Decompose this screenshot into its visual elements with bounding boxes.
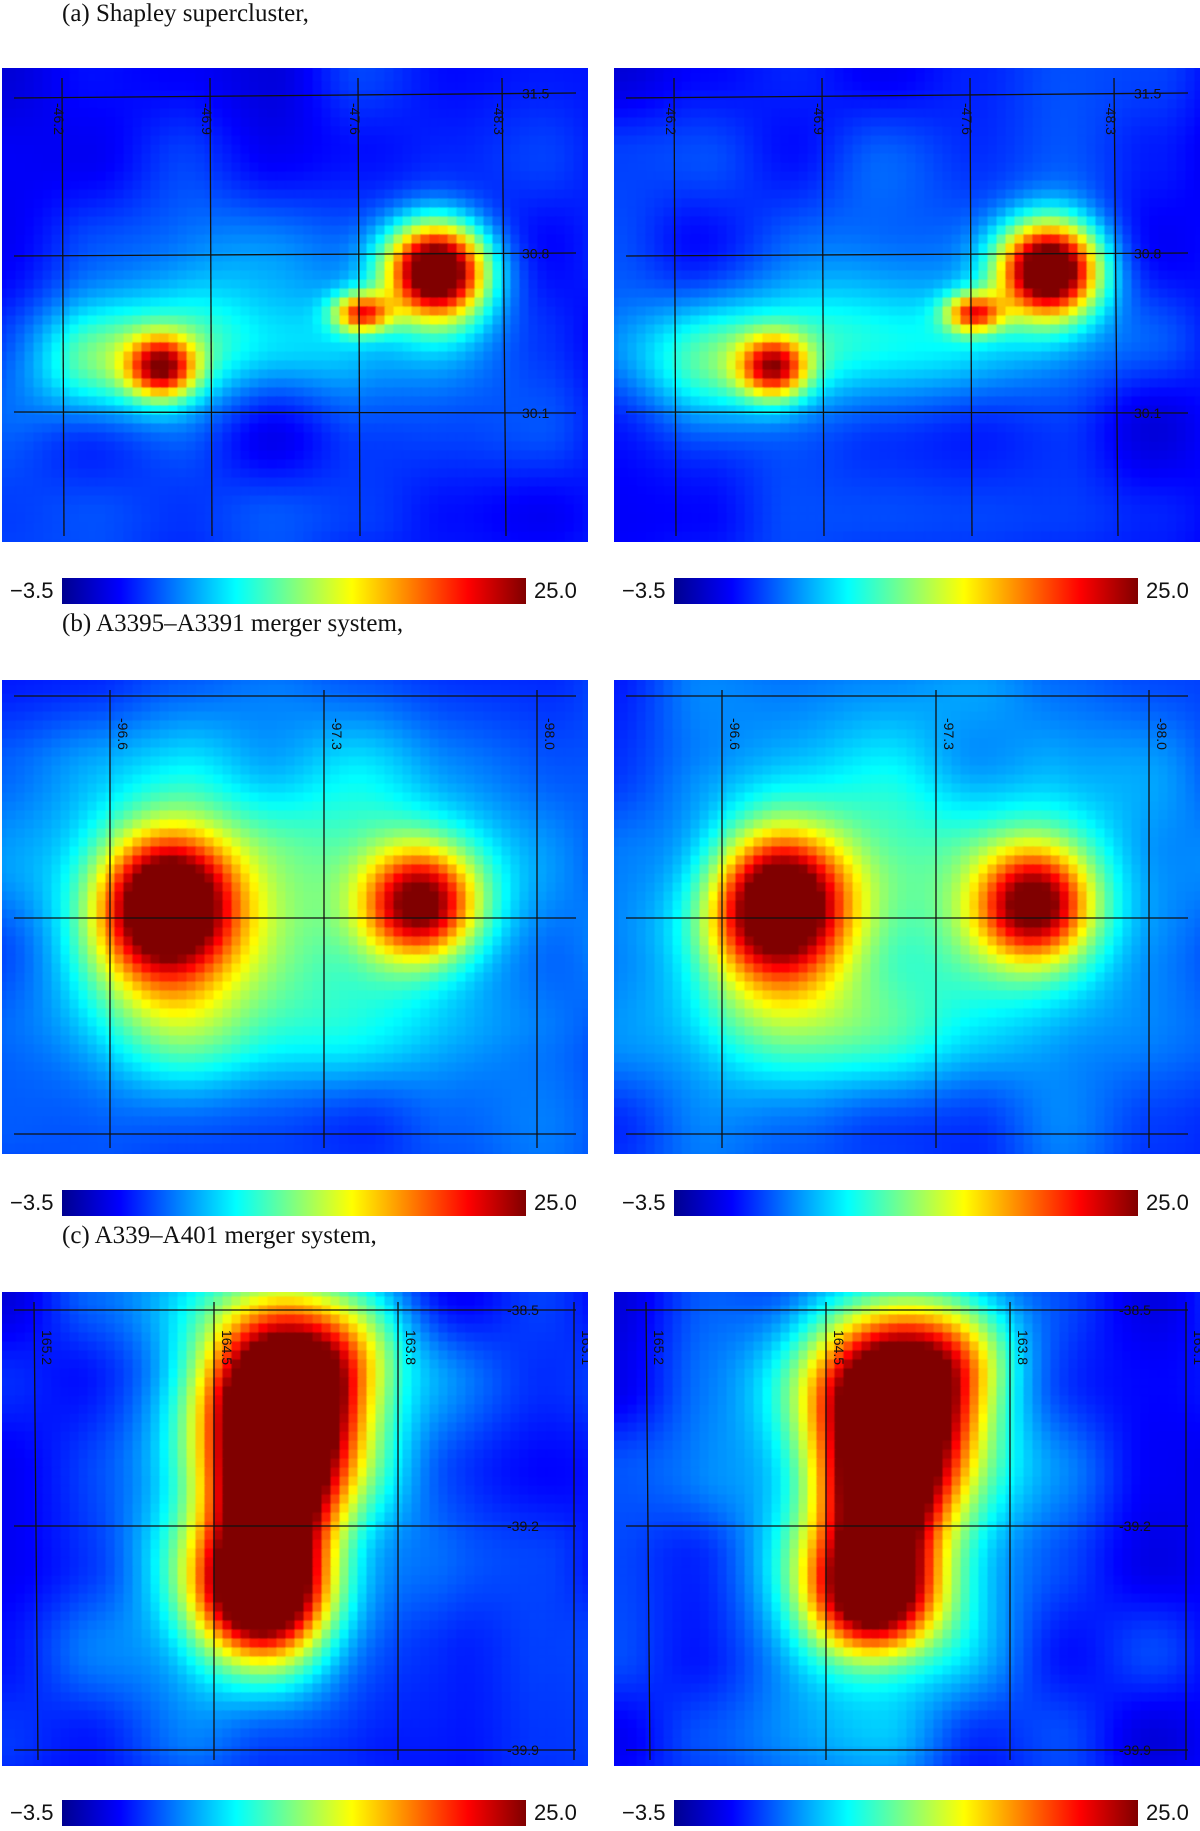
- grid-meridian: [821, 77, 825, 537]
- colorbar-min: −3.5: [10, 1190, 54, 1215]
- colorbar-min: −3.5: [10, 578, 54, 603]
- temperature-map: [614, 68, 1200, 542]
- colorbar-gradient: [62, 1190, 526, 1216]
- grid-parallel: [625, 92, 1189, 99]
- caption-a3395-a3391: (b) A3395–A3391 merger system,: [62, 610, 404, 637]
- lon-tick-label: -97.3: [329, 718, 345, 750]
- map-panel-shapley-left: -46.2 -46.9 -47.6 -48.3 31.5 30.8 30.1: [2, 68, 588, 542]
- lon-tick-label: -46.9: [199, 103, 215, 135]
- lat-tick-label: -39.9: [507, 1742, 539, 1758]
- lon-tick-label: 163.8: [1015, 1330, 1031, 1365]
- lat-tick-label: 30.8: [522, 245, 549, 261]
- temperature-map: [614, 1292, 1200, 1766]
- lon-tick-label: -47.6: [959, 103, 975, 135]
- colorbar-shapley-right: −3.5 25.0: [614, 578, 1200, 604]
- caption-shapley: (a) Shapley supercluster,: [62, 0, 309, 27]
- grid-meridian: [645, 1301, 651, 1761]
- lat-tick-label: -38.5: [507, 1302, 539, 1318]
- lat-tick-label: -39.2: [1119, 1518, 1151, 1534]
- lon-tick-label: 165.2: [651, 1330, 667, 1365]
- grid-meridian: [61, 77, 65, 537]
- lon-tick-label: -98.0: [1154, 718, 1170, 750]
- lat-tick-label: -39.2: [507, 1518, 539, 1534]
- grid-overlay: -96.6 -97.3 -98.0: [626, 690, 1188, 1148]
- lon-tick-label: -48.3: [1103, 103, 1119, 135]
- colorbar-max: 25.0: [534, 578, 577, 603]
- grid-parallel: [13, 411, 577, 414]
- grid-meridian: [209, 77, 213, 537]
- lat-tick-label: 30.1: [522, 405, 549, 421]
- colorbar-max: 25.0: [1146, 578, 1189, 603]
- grid-meridian: [33, 1301, 39, 1761]
- lat-tick-label: 30.8: [1134, 245, 1161, 261]
- map-panel-shapley-right: -46.2 -46.9 -47.6 -48.3 31.5 30.8 30.1: [614, 68, 1200, 542]
- grid-overlay: 165.2 164.5 163.8 163.1 -38.5 -39.2 -39.9: [14, 1301, 588, 1761]
- caption-a339-a401: (c) A339–A401 merger system,: [62, 1222, 377, 1249]
- grid-overlay: -46.2 -46.9 -47.6 -48.3 31.5 30.8 30.1: [13, 77, 577, 537]
- temperature-map: [2, 680, 588, 1154]
- map-panel-a339-left: 165.2 164.5 163.8 163.1 -38.5 -39.2 -39.9: [2, 1292, 588, 1766]
- grid-parallel: [13, 252, 577, 257]
- colorbar-a3395-right: −3.5 25.0: [614, 1190, 1200, 1216]
- colorbar-gradient: [674, 1190, 1138, 1216]
- map-panel-a3395-right: -96.6 -97.3 -98.0: [614, 680, 1200, 1154]
- grid-parallel: [625, 252, 1189, 257]
- colorbar-shapley-left: −3.5 25.0: [2, 578, 588, 604]
- colorbar-min: −3.5: [622, 1190, 666, 1215]
- colorbar-max: 25.0: [534, 1800, 577, 1825]
- lat-tick-label: -38.5: [1119, 1302, 1151, 1318]
- lon-tick-label: -97.3: [941, 718, 957, 750]
- colorbar-max: 25.0: [1146, 1190, 1189, 1215]
- lon-tick-label: -47.6: [347, 103, 363, 135]
- lon-tick-label: 165.2: [39, 1330, 55, 1365]
- map-panel-a3395-left: -96.6 -97.3 -98.0: [2, 680, 588, 1154]
- lon-tick-label: -98.0: [542, 718, 558, 750]
- grid-meridian: [501, 77, 507, 537]
- grid-parallel: [625, 411, 1189, 414]
- grid-parallel: [13, 92, 577, 99]
- colorbar-min: −3.5: [10, 1800, 54, 1825]
- grid-meridian: [969, 77, 973, 537]
- lat-tick-label: -39.9: [1119, 1742, 1151, 1758]
- grid-meridian: [357, 77, 361, 537]
- colorbar-gradient: [62, 578, 526, 604]
- lon-tick-label: -48.3: [491, 103, 507, 135]
- temperature-map: [614, 680, 1200, 1154]
- lon-tick-label: 163.1: [1191, 1330, 1200, 1365]
- lon-tick-label: 163.1: [579, 1330, 588, 1365]
- grid-meridian: [1113, 77, 1119, 537]
- colorbar-a3395-left: −3.5 25.0: [2, 1190, 588, 1216]
- lon-tick-label: -46.2: [51, 103, 67, 135]
- colorbar-max: 25.0: [534, 1190, 577, 1215]
- colorbar-min: −3.5: [622, 578, 666, 603]
- grid-overlay: -46.2 -46.9 -47.6 -48.3 31.5 30.8 30.1: [625, 77, 1189, 537]
- colorbar-a339-left: −3.5 25.0: [2, 1800, 588, 1826]
- lon-tick-label: -96.6: [115, 718, 131, 750]
- colorbar-gradient: [674, 1800, 1138, 1826]
- lon-tick-label: -46.2: [663, 103, 679, 135]
- lon-tick-label: -46.9: [811, 103, 827, 135]
- grid-overlay: -96.6 -97.3 -98.0: [14, 690, 576, 1148]
- grid-overlay: 165.2 164.5 163.8 163.1 -38.5 -39.2 -39.9: [626, 1301, 1200, 1761]
- colorbar-a339-right: −3.5 25.0: [614, 1800, 1200, 1826]
- grid-meridian: [673, 77, 677, 537]
- lat-tick-label: 31.5: [1134, 86, 1161, 102]
- lon-tick-label: 164.5: [219, 1330, 235, 1365]
- temperature-map: [2, 1292, 588, 1766]
- colorbar-gradient: [674, 578, 1138, 604]
- colorbar-max: 25.0: [1146, 1800, 1189, 1825]
- lon-tick-label: 163.8: [403, 1330, 419, 1365]
- lon-tick-label: -96.6: [727, 718, 743, 750]
- temperature-map: [2, 68, 588, 542]
- map-panel-a339-right: 165.2 164.5 163.8 163.1 -38.5 -39.2 -39.9: [614, 1292, 1200, 1766]
- colorbar-gradient: [62, 1800, 526, 1826]
- lon-tick-label: 164.5: [831, 1330, 847, 1365]
- lat-tick-label: 31.5: [522, 86, 549, 102]
- lat-tick-label: 30.1: [1134, 405, 1161, 421]
- colorbar-min: −3.5: [622, 1800, 666, 1825]
